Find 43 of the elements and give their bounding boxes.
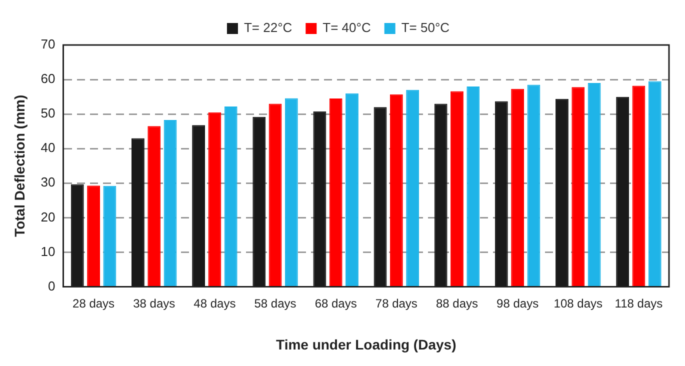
x-tick-label: 28 days xyxy=(72,296,115,310)
y-tick-label: 30 xyxy=(40,174,56,190)
y-axis-title: Total Deflection (mm) xyxy=(11,94,28,237)
bar xyxy=(148,126,161,286)
bar xyxy=(390,94,403,286)
x-tick-label: 108 days xyxy=(554,296,602,310)
x-tick-label: 58 days xyxy=(254,296,296,310)
x-axis-title: Time under Loading (Days) xyxy=(276,336,456,352)
x-tick-label: 98 days xyxy=(496,296,539,310)
y-tick-label: 10 xyxy=(40,244,56,259)
bar xyxy=(329,98,342,286)
bar xyxy=(268,104,282,286)
bar xyxy=(450,91,464,286)
legend-label: T= 40°C xyxy=(322,20,371,36)
bar xyxy=(208,112,222,286)
bar xyxy=(284,98,298,286)
bar xyxy=(164,120,177,286)
y-tick-label: 0 xyxy=(48,278,56,294)
y-tick-label: 40 xyxy=(40,140,56,156)
bar xyxy=(406,90,420,286)
legend-label: T= 50°C xyxy=(401,20,450,36)
bar xyxy=(224,106,238,286)
y-tick-label: 20 xyxy=(40,209,56,224)
y-tick-label: 60 xyxy=(40,71,56,86)
bar xyxy=(346,93,358,286)
x-tick-label: 78 days xyxy=(375,296,418,310)
bar xyxy=(87,186,100,286)
x-tick-label: 48 days xyxy=(194,296,236,310)
bar xyxy=(632,86,646,286)
x-tick-label: 68 days xyxy=(314,296,357,310)
x-tick-label: 38 days xyxy=(133,296,176,310)
bar xyxy=(527,84,540,286)
y-tick-label: 50 xyxy=(40,106,56,121)
x-tick-label: 88 days xyxy=(436,296,478,310)
bar xyxy=(466,86,480,286)
bar xyxy=(648,81,662,286)
legend-label: T= 22°C xyxy=(244,20,292,36)
y-tick-label: 70 xyxy=(40,36,56,52)
bar xyxy=(103,186,116,286)
bar xyxy=(511,88,524,286)
bar xyxy=(588,82,601,286)
x-tick-label: 118 days xyxy=(614,296,663,310)
bar xyxy=(572,87,585,286)
